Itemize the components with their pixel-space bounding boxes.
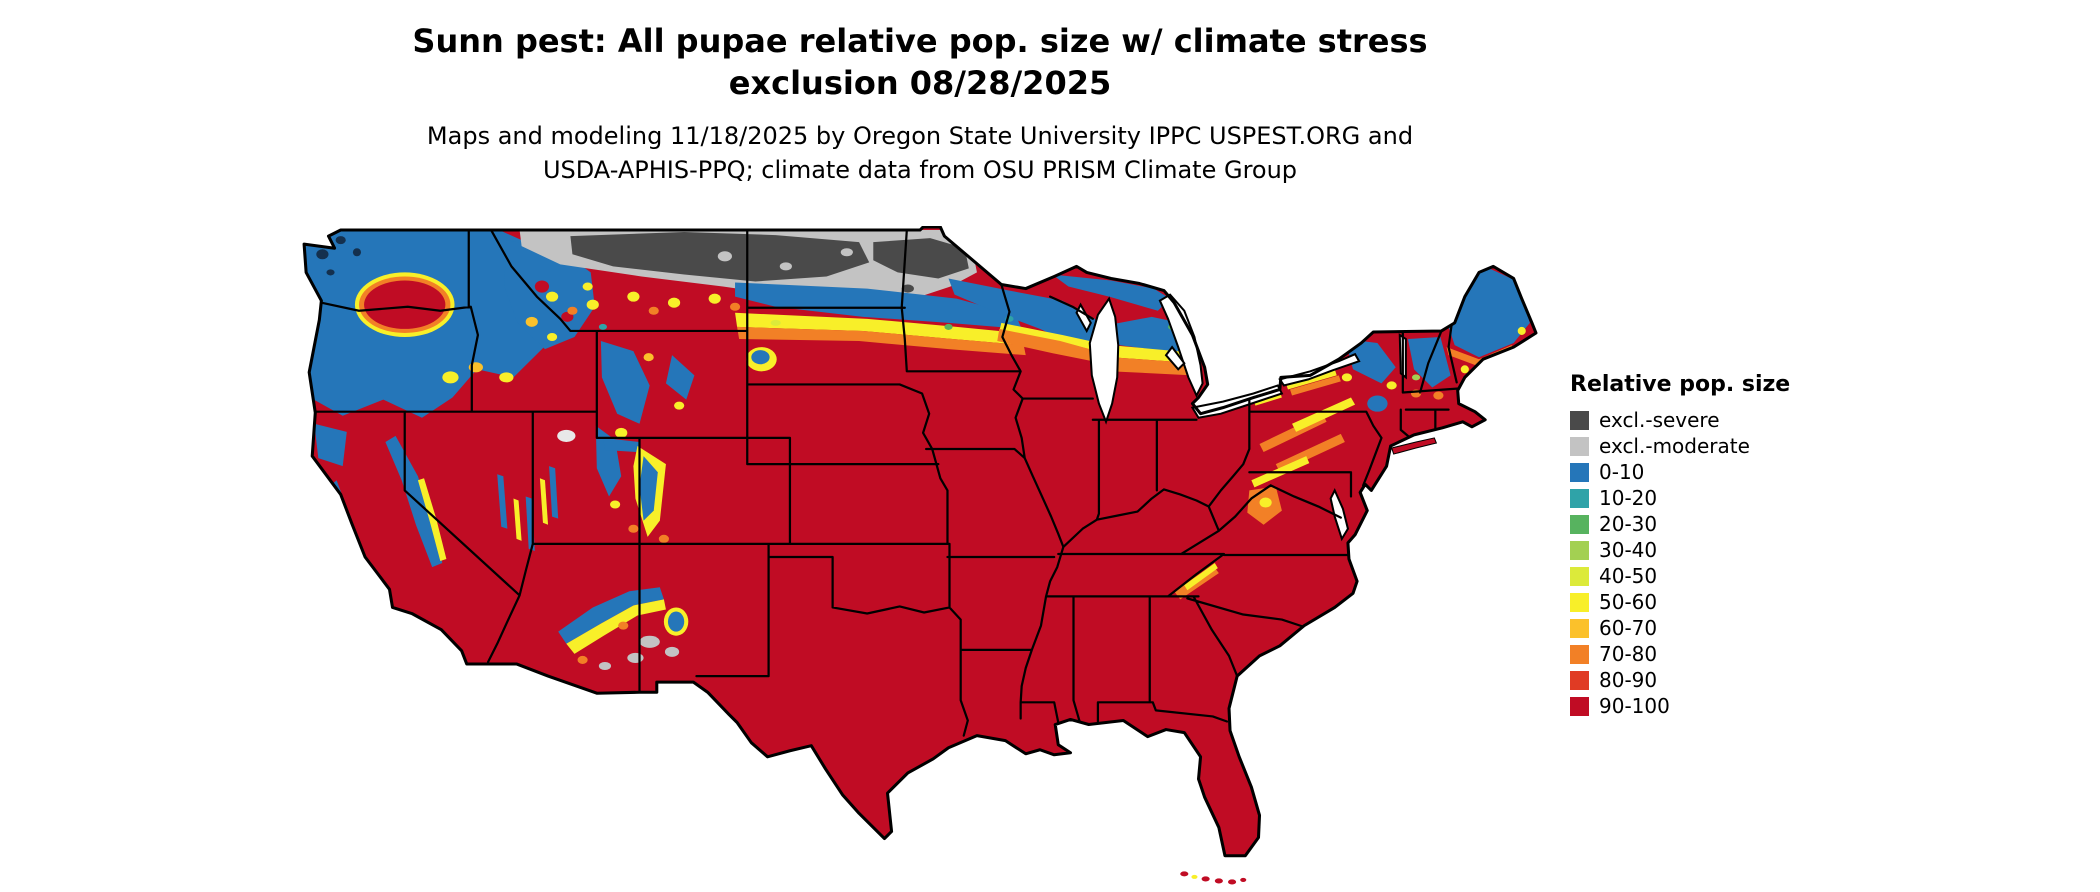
legend-label: 20-30 xyxy=(1599,512,1658,536)
legend-swatch xyxy=(1570,436,1589,456)
lake-huron xyxy=(1158,293,1204,398)
figure-header: Sunn pest: All pupae relative pop. size … xyxy=(0,20,1840,188)
legend-swatch xyxy=(1570,618,1589,638)
legend-item: 50-60 xyxy=(1570,589,1790,615)
legend-label: 80-90 xyxy=(1599,668,1658,692)
legend-label: 0-10 xyxy=(1599,460,1645,484)
long-island xyxy=(1390,437,1438,455)
us-map xyxy=(298,226,1538,888)
chesapeake-bay xyxy=(1329,488,1350,542)
legend-label: excl.-moderate xyxy=(1599,434,1750,458)
legend-swatch xyxy=(1570,644,1589,664)
figure-subtitle-line2: USDA-APHIS-PPQ; climate data from OSU PR… xyxy=(542,156,1298,185)
figure-title-line1: Sunn pest: All pupae relative pop. size … xyxy=(412,22,1428,60)
legend-swatch xyxy=(1570,410,1589,430)
legend-swatch xyxy=(1570,488,1589,508)
us-outline xyxy=(302,226,1538,858)
legend-item: excl.-severe xyxy=(1570,407,1790,433)
legend-swatch xyxy=(1570,514,1589,534)
legend-item: 80-90 xyxy=(1570,667,1790,693)
legend-label: 50-60 xyxy=(1599,590,1658,614)
legend-swatch xyxy=(1570,540,1589,560)
legend-item: 20-30 xyxy=(1570,511,1790,537)
us-map-svg xyxy=(302,226,1538,885)
lake-michigan xyxy=(1088,296,1120,425)
legend-item: 30-40 xyxy=(1570,537,1790,563)
legend-item: 70-80 xyxy=(1570,641,1790,667)
legend-swatch xyxy=(1570,592,1589,612)
legend-item: excl.-moderate xyxy=(1570,433,1790,459)
figure-title-line2: exclusion 08/28/2025 xyxy=(728,64,1112,103)
legend-item: 40-50 xyxy=(1570,563,1790,589)
florida-keys xyxy=(1180,871,1189,877)
coastal-islands xyxy=(1180,437,1438,885)
legend-label: 30-40 xyxy=(1599,538,1658,562)
legend-item: 60-70 xyxy=(1570,615,1790,641)
figure-subtitle-line1: Maps and modeling 11/18/2025 by Oregon S… xyxy=(426,122,1414,151)
legend-swatch xyxy=(1570,462,1589,482)
map-raster xyxy=(304,227,1536,856)
legend-label: 40-50 xyxy=(1599,564,1658,588)
figure-subtitle: Maps and modeling 11/18/2025 by Oregon S… xyxy=(0,120,1840,187)
legend-swatch xyxy=(1570,696,1589,716)
saginaw-bay xyxy=(1164,345,1186,371)
legend-label: 60-70 xyxy=(1599,616,1658,640)
legend-title: Relative pop. size xyxy=(1570,372,1791,397)
legend-item: 0-10 xyxy=(1570,459,1790,485)
legend-swatch xyxy=(1570,566,1589,586)
legend-label: excl.-severe xyxy=(1599,408,1720,432)
legend-swatch xyxy=(1570,670,1589,690)
legend-label: 70-80 xyxy=(1599,642,1658,666)
state-borders xyxy=(314,228,1460,737)
legend-item: 10-20 xyxy=(1570,485,1790,511)
legend-item: 90-100 xyxy=(1570,693,1790,719)
legend-label: 90-100 xyxy=(1599,694,1670,718)
legend-label: 10-20 xyxy=(1599,486,1658,510)
legend: Relative pop. size excl.-severe excl.-mo… xyxy=(1570,372,1790,719)
